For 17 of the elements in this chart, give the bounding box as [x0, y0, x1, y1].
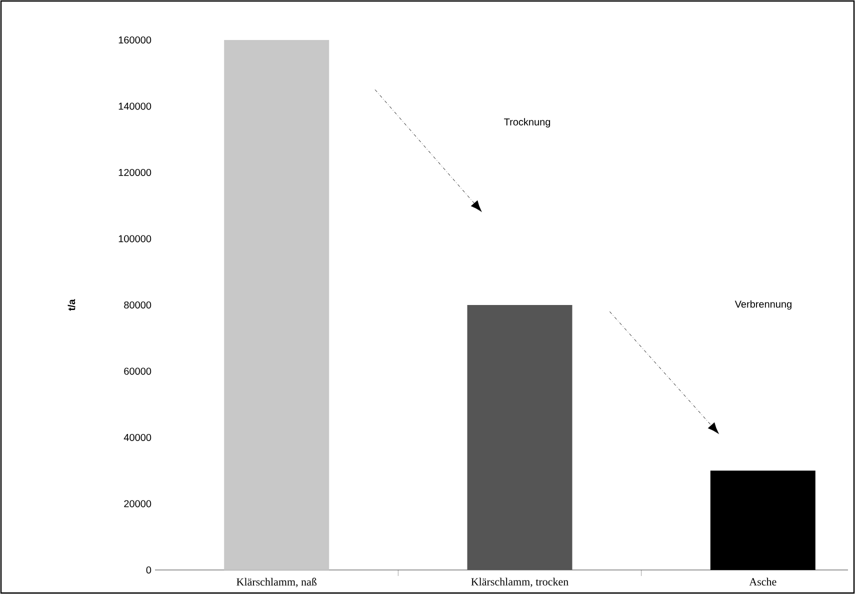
- y-axis-title: t/a: [68, 299, 76, 311]
- y-tick-label: 40000: [124, 434, 152, 442]
- x-tick-label: Asche: [749, 578, 776, 586]
- y-tick-label: 140000: [118, 102, 152, 110]
- x-tick-label: Klärschlamm, naß: [236, 578, 317, 588]
- y-tick-label: 120000: [118, 168, 152, 176]
- bar: [467, 304, 572, 570]
- y-tick-label: 100000: [118, 235, 152, 242]
- annotation: Trocknung: [504, 118, 550, 128]
- annotation: Verbrennung: [734, 300, 792, 310]
- x-tick-label: Klärschlamm, trocken: [471, 578, 568, 588]
- bar: [224, 40, 330, 570]
- y-tick-label: 20000: [124, 500, 152, 508]
- y-tick-label: 60000: [124, 368, 152, 375]
- y-tick-label: 0: [146, 566, 152, 574]
- y-tick-label: 160000: [118, 36, 152, 44]
- y-tick-label: 80000: [124, 301, 152, 309]
